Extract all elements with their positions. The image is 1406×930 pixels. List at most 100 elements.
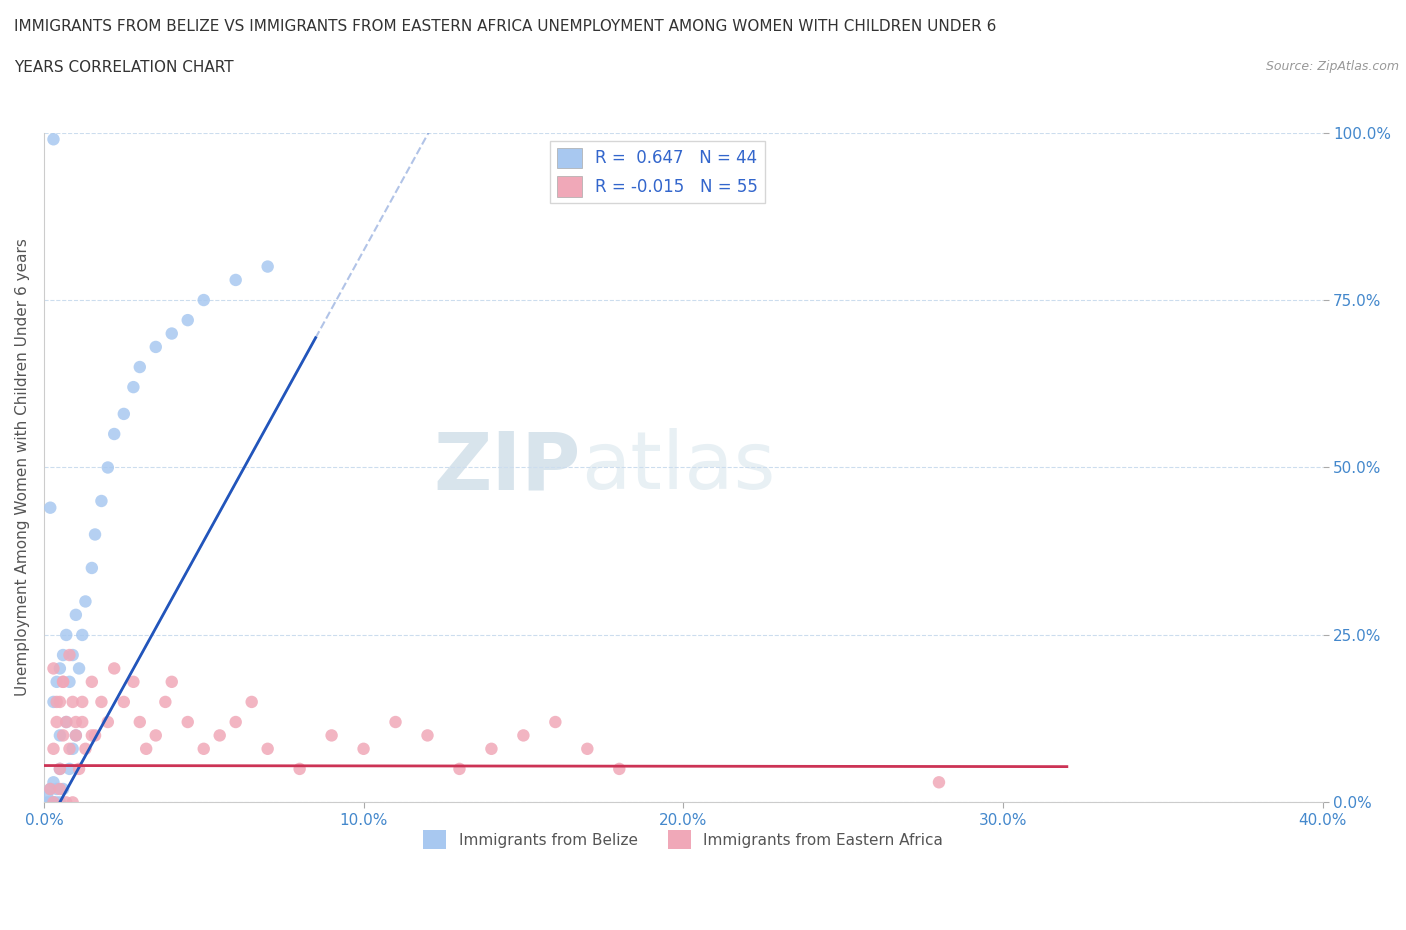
Point [39, 500, 62, 515]
Point [240, 695, 263, 710]
Point [80, 561, 103, 576]
Point [65, 728, 87, 743]
Point [67, 661, 90, 676]
Point [65, 714, 87, 729]
Point [145, 339, 167, 354]
Point [52, 674, 75, 689]
Point [112, 695, 135, 710]
Text: atlas: atlas [581, 429, 775, 507]
Point [97, 460, 120, 475]
Point [128, 714, 150, 729]
Point [58, 741, 80, 756]
Point [52, 647, 75, 662]
Point [177, 714, 200, 729]
Point [70, 628, 93, 643]
Point [208, 728, 231, 743]
Point [145, 728, 167, 743]
Point [112, 406, 135, 421]
Point [607, 762, 630, 777]
Point [62, 695, 84, 710]
Point [928, 775, 950, 790]
Point [67, 762, 90, 777]
Point [193, 741, 215, 756]
Point [62, 795, 84, 810]
Point [45, 781, 67, 796]
Legend: Immigrants from Belize, Immigrants from Eastern Africa: Immigrants from Belize, Immigrants from … [418, 824, 949, 855]
Point [55, 795, 77, 810]
Point [49, 795, 72, 810]
Point [128, 360, 150, 375]
Point [416, 728, 439, 743]
Point [90, 695, 112, 710]
Point [39, 795, 62, 810]
Point [122, 674, 145, 689]
Point [52, 728, 75, 743]
Point [55, 628, 77, 643]
Point [58, 647, 80, 662]
Point [42, 795, 65, 810]
Point [39, 781, 62, 796]
Point [225, 714, 247, 729]
Point [84, 527, 107, 542]
Point [52, 781, 75, 796]
Point [49, 661, 72, 676]
Point [80, 728, 103, 743]
Point [70, 695, 93, 710]
Point [49, 728, 72, 743]
Point [177, 312, 200, 327]
Point [70, 714, 93, 729]
Point [42, 132, 65, 147]
Point [55, 714, 77, 729]
Point [45, 714, 67, 729]
Point [65, 607, 87, 622]
Point [49, 762, 72, 777]
Point [49, 762, 72, 777]
Point [42, 741, 65, 756]
Point [58, 762, 80, 777]
Text: Source: ZipAtlas.com: Source: ZipAtlas.com [1265, 60, 1399, 73]
Point [155, 695, 177, 710]
Point [256, 741, 278, 756]
Point [62, 741, 84, 756]
Point [35, 789, 58, 804]
Point [62, 647, 84, 662]
Point [321, 728, 343, 743]
Point [45, 795, 67, 810]
Text: IMMIGRANTS FROM BELIZE VS IMMIGRANTS FROM EASTERN AFRICA UNEMPLOYMENT AMONG WOME: IMMIGRANTS FROM BELIZE VS IMMIGRANTS FRO… [14, 19, 997, 33]
Point [576, 741, 599, 756]
Point [481, 741, 503, 756]
Point [544, 714, 567, 729]
Point [35, 795, 58, 810]
Point [225, 272, 247, 287]
Point [193, 293, 215, 308]
Point [52, 674, 75, 689]
Point [90, 494, 112, 509]
Y-axis label: Unemployment Among Women with Children Under 6 years: Unemployment Among Women with Children U… [15, 239, 30, 697]
Point [75, 741, 97, 756]
Point [65, 728, 87, 743]
Point [449, 762, 471, 777]
Point [39, 781, 62, 796]
Point [353, 741, 375, 756]
Point [80, 674, 103, 689]
Point [122, 379, 145, 394]
Point [42, 795, 65, 810]
Point [45, 695, 67, 710]
Text: ZIP: ZIP [433, 429, 581, 507]
Point [42, 661, 65, 676]
Text: YEARS CORRELATION CHART: YEARS CORRELATION CHART [14, 60, 233, 75]
Point [45, 674, 67, 689]
Point [384, 714, 406, 729]
Point [160, 674, 183, 689]
Point [42, 775, 65, 790]
Point [256, 259, 278, 274]
Point [84, 728, 107, 743]
Point [103, 661, 125, 676]
Point [97, 714, 120, 729]
Point [103, 427, 125, 442]
Point [512, 728, 534, 743]
Point [75, 594, 97, 609]
Point [160, 326, 183, 341]
Point [42, 695, 65, 710]
Point [42, 795, 65, 810]
